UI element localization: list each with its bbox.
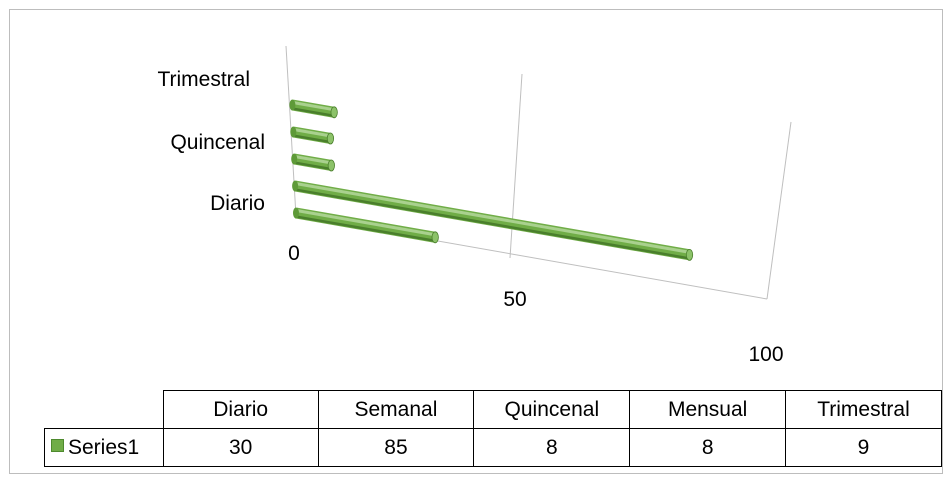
- data-table-corner: [45, 391, 164, 429]
- chart-plot: Diario Quincenal Trimestral 0 50 100: [157, 45, 792, 366]
- data-table-value-cell: 9: [784, 428, 943, 467]
- chart-frame: Diario Quincenal Trimestral 0 50 100 Diario …: [9, 9, 943, 474]
- data-table-value-cell: 85: [317, 428, 475, 467]
- tick-label: 100: [748, 343, 783, 366]
- bar: [293, 207, 439, 244]
- data-table-value-cell: 30: [162, 428, 319, 467]
- data-table-values-row: Series1 30 85 8 8 9: [44, 428, 943, 467]
- value-axis-ticks: 0 50 100: [288, 242, 783, 366]
- legend-swatch: [51, 439, 64, 453]
- bar: [290, 126, 335, 145]
- tick-label: 0: [288, 242, 300, 265]
- legend-entry: Series1: [44, 428, 164, 467]
- axis-line: [766, 121, 792, 300]
- data-table: Diario Semanal Quincenal Mensual Trimest…: [44, 390, 943, 467]
- bar: [289, 99, 338, 119]
- chart-bars: [289, 99, 694, 261]
- chart-walls: [285, 45, 792, 300]
- data-table-header-cell: Semanal: [317, 390, 475, 429]
- data-table-value-cell: 8: [629, 428, 786, 467]
- data-table-header-cell: Mensual: [629, 390, 786, 429]
- bar: [292, 180, 694, 261]
- category-label: Trimestral: [157, 68, 250, 91]
- data-table-header-cell: Quincenal: [473, 390, 631, 429]
- legend-label: Series1: [68, 435, 140, 459]
- data-table-header-row: Diario Semanal Quincenal Mensual Trimest…: [45, 390, 943, 429]
- category-axis-labels: Diario Quincenal Trimestral: [157, 68, 265, 215]
- category-label: Diario: [210, 192, 265, 215]
- data-table-header-cell: Diario: [162, 390, 319, 429]
- category-label: Quincenal: [170, 131, 265, 154]
- data-table-header-cell: Trimestral: [784, 390, 943, 429]
- tick-label: 50: [503, 288, 526, 311]
- bar: [291, 153, 335, 172]
- data-table-value-cell: 8: [473, 428, 631, 467]
